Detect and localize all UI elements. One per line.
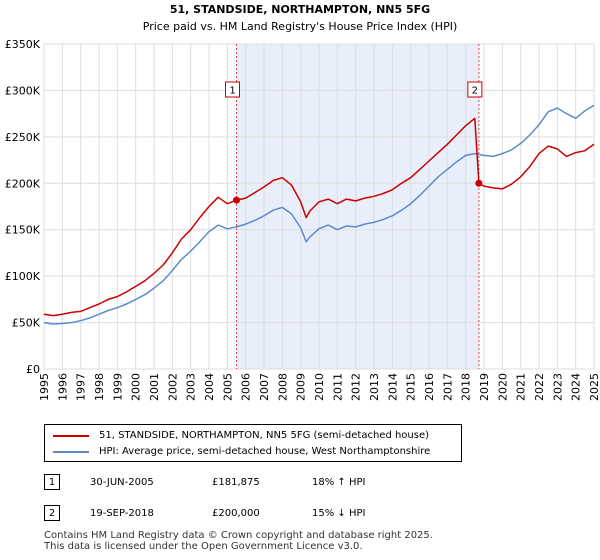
x-tick-label: 2019 <box>478 373 491 401</box>
x-tick-label: 2009 <box>295 373 308 401</box>
y-tick-label: £200K <box>5 177 41 190</box>
sale-hpi-diff: 15% ↓ HPI <box>312 508 366 519</box>
x-axis: 1995 1996 1997 1998 1999 2000 2001 2002 2003 2004… <box>38 373 600 401</box>
legend-swatch-hpi <box>53 451 89 453</box>
y-tick-label: £50K <box>12 317 41 330</box>
footer-line-1: Contains HM Land Registry data © Crown c… <box>44 530 433 541</box>
sale-label-box <box>467 81 483 98</box>
x-tick-label: 2020 <box>496 373 509 401</box>
x-tick-label: 2017 <box>441 373 454 401</box>
x-tick-label: 2021 <box>515 373 528 401</box>
series-line-property <box>43 117 595 317</box>
x-tick-label: 2011 <box>331 373 344 401</box>
x-tick-label: 2008 <box>276 373 289 401</box>
grid-lines <box>43 43 595 370</box>
x-tick-label: 1996 <box>56 373 69 401</box>
legend: 51, STANDSIDE, NORTHAMPTON, NN5 5FG (sem… <box>44 424 462 462</box>
legend-swatch-property <box>53 435 89 437</box>
x-tick-label: 2023 <box>551 373 564 401</box>
sale-number-badge: 2 <box>44 505 60 521</box>
sale-price: £200,000 <box>212 508 260 519</box>
x-tick-label: 2018 <box>460 373 473 401</box>
chart-title: 51, STANDSIDE, NORTHAMPTON, NN5 5FG <box>170 3 430 16</box>
x-tick-label: 2022 <box>533 373 546 401</box>
y-tick-label: £300K <box>5 84 41 97</box>
x-tick-label: 2012 <box>350 373 363 401</box>
series-line-hpi <box>43 104 595 325</box>
price-chart: 51, STANDSIDE, NORTHAMPTON, NN5 5FG Pric… <box>5 3 600 401</box>
legend-label-hpi: HPI: Average price, semi-detached house,… <box>99 446 431 457</box>
x-tick-label: 2014 <box>386 373 399 401</box>
y-tick-label: £150K <box>5 224 41 237</box>
sale-date: 19-SEP-2018 <box>90 508 154 519</box>
x-tick-label: 2004 <box>203 373 216 401</box>
x-tick-label: 1997 <box>75 373 88 401</box>
x-tick-label: 1999 <box>111 373 124 401</box>
sale-date: 30-JUN-2005 <box>90 477 154 488</box>
sale-point <box>475 179 483 187</box>
footer-line-2: This data is licensed under the Open Gov… <box>44 541 363 552</box>
x-tick-label: 2016 <box>423 373 436 401</box>
shaded-period <box>236 44 479 369</box>
x-tick-label: 1998 <box>93 373 106 401</box>
sale-label-number: 1 <box>229 86 235 97</box>
x-tick-label: 2024 <box>570 373 583 401</box>
sale-point <box>233 196 240 204</box>
y-tick-label: £0 <box>26 363 40 376</box>
x-tick-label: 1995 <box>38 373 51 401</box>
sale-price: £181,875 <box>212 477 260 488</box>
sale-number-badge: 1 <box>44 474 60 490</box>
series-lines <box>43 104 595 325</box>
x-tick-label: 2006 <box>240 373 253 401</box>
x-tick-label: 2025 <box>588 373 600 401</box>
y-tick-label: £100K <box>5 270 41 283</box>
y-tick-label: £350K <box>5 38 41 51</box>
x-tick-label: 2007 <box>258 373 271 401</box>
x-tick-label: 2001 <box>148 373 161 401</box>
legend-label-property: 51, STANDSIDE, NORTHAMPTON, NN5 5FG (sem… <box>99 430 430 441</box>
x-tick-label: 2002 <box>166 373 179 401</box>
y-axis: £0 £50K £100K £150K £200K £250K £300K £350K <box>5 38 41 376</box>
x-tick-label: 2003 <box>185 373 198 401</box>
sale-label-number: 2 <box>472 86 478 97</box>
chart-subtitle: Price paid vs. HM Land Registry's House … <box>143 20 458 33</box>
x-tick-label: 2010 <box>313 373 326 401</box>
y-tick-label: £250K <box>5 131 41 144</box>
x-tick-label: 2013 <box>368 373 381 401</box>
sale-label-box <box>225 81 240 98</box>
x-tick-label: 2005 <box>221 373 234 401</box>
sale-hpi-diff: 18% ↑ HPI <box>312 477 366 488</box>
x-tick-label: 2015 <box>405 373 418 401</box>
footer-attribution: Contains HM Land Registry data © Crown c… <box>44 530 433 552</box>
x-tick-label: 2000 <box>130 373 143 401</box>
